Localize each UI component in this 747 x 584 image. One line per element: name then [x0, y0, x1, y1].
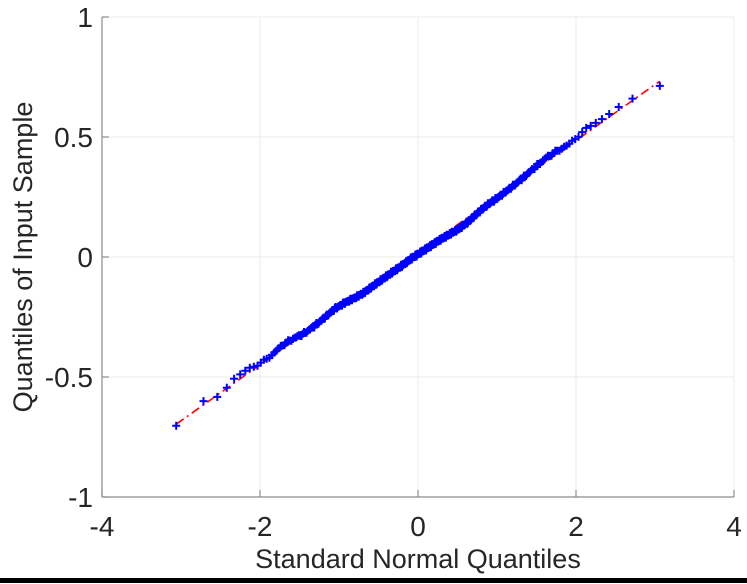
x-tick-label: -2 [248, 511, 273, 542]
y-tick-label: 0 [77, 242, 93, 273]
y-tick-label: -0.5 [45, 362, 93, 393]
y-tick-labels: -1 -0.5 0 0.5 1 [45, 2, 93, 513]
window-bottom-border [0, 578, 747, 583]
y-tick-label: 1 [77, 2, 93, 33]
x-axis-label: Standard Normal Quantiles [255, 544, 581, 574]
y-tick-label: 0.5 [54, 122, 93, 153]
tick-marks [101, 16, 735, 498]
data-points-series [172, 81, 664, 430]
y-tick-label: -1 [68, 482, 93, 513]
x-tick-label: -4 [90, 511, 115, 542]
x-tick-label: 2 [568, 511, 584, 542]
x-tick-label: 0 [410, 511, 426, 542]
x-tick-labels: -4 -2 0 2 4 [90, 511, 742, 542]
y-axis-label: Quantiles of Input Sample [8, 102, 38, 413]
x-tick-label: 4 [726, 511, 742, 542]
